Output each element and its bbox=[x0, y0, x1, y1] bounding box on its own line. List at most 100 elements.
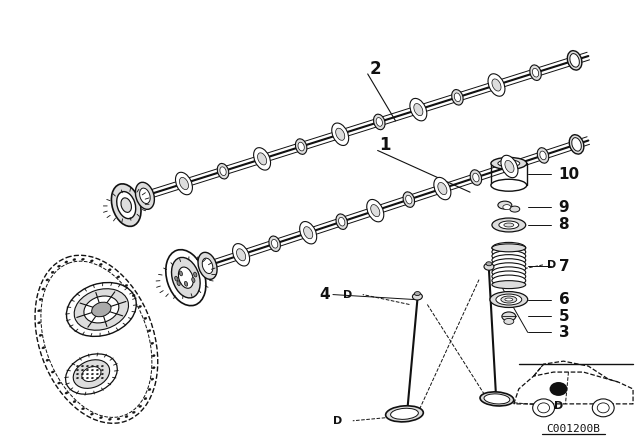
Ellipse shape bbox=[492, 242, 525, 253]
Ellipse shape bbox=[434, 177, 451, 200]
Text: D: D bbox=[547, 260, 556, 270]
Ellipse shape bbox=[90, 413, 93, 415]
Ellipse shape bbox=[92, 302, 111, 317]
Ellipse shape bbox=[132, 411, 135, 414]
Ellipse shape bbox=[492, 79, 501, 91]
Ellipse shape bbox=[503, 205, 511, 210]
Ellipse shape bbox=[271, 239, 278, 248]
Ellipse shape bbox=[111, 184, 141, 226]
Ellipse shape bbox=[74, 289, 129, 330]
Ellipse shape bbox=[139, 306, 141, 308]
Ellipse shape bbox=[58, 382, 61, 384]
Ellipse shape bbox=[81, 258, 84, 260]
Ellipse shape bbox=[532, 69, 539, 77]
Ellipse shape bbox=[504, 319, 514, 324]
Ellipse shape bbox=[269, 236, 280, 251]
Ellipse shape bbox=[144, 317, 147, 319]
Ellipse shape bbox=[339, 217, 345, 226]
Ellipse shape bbox=[374, 114, 385, 130]
Ellipse shape bbox=[490, 292, 528, 307]
Ellipse shape bbox=[532, 399, 554, 417]
Ellipse shape bbox=[148, 388, 151, 391]
Ellipse shape bbox=[502, 312, 516, 321]
Ellipse shape bbox=[597, 403, 609, 413]
Ellipse shape bbox=[108, 418, 111, 420]
Ellipse shape bbox=[73, 258, 76, 261]
Ellipse shape bbox=[480, 392, 514, 406]
Ellipse shape bbox=[177, 281, 180, 285]
Ellipse shape bbox=[198, 252, 217, 280]
Ellipse shape bbox=[498, 201, 512, 209]
Ellipse shape bbox=[117, 276, 120, 278]
Ellipse shape bbox=[152, 355, 155, 357]
Ellipse shape bbox=[237, 249, 246, 261]
Ellipse shape bbox=[232, 244, 250, 266]
Ellipse shape bbox=[92, 377, 93, 379]
Ellipse shape bbox=[390, 408, 419, 419]
Ellipse shape bbox=[97, 377, 99, 379]
Ellipse shape bbox=[77, 365, 79, 367]
Ellipse shape bbox=[492, 246, 525, 258]
Ellipse shape bbox=[192, 278, 195, 282]
Text: 2: 2 bbox=[370, 60, 381, 78]
Ellipse shape bbox=[253, 148, 271, 170]
Ellipse shape bbox=[492, 244, 525, 252]
Ellipse shape bbox=[82, 408, 84, 410]
Ellipse shape bbox=[132, 294, 135, 297]
Ellipse shape bbox=[140, 188, 150, 203]
Ellipse shape bbox=[77, 373, 79, 375]
Ellipse shape bbox=[371, 205, 380, 217]
Ellipse shape bbox=[414, 103, 423, 116]
Ellipse shape bbox=[81, 377, 83, 379]
Ellipse shape bbox=[332, 123, 349, 146]
Ellipse shape bbox=[592, 399, 614, 417]
Ellipse shape bbox=[486, 262, 492, 266]
Ellipse shape bbox=[492, 275, 525, 286]
Ellipse shape bbox=[148, 330, 151, 332]
Ellipse shape bbox=[488, 74, 505, 96]
Text: D: D bbox=[333, 416, 342, 426]
Ellipse shape bbox=[540, 151, 546, 160]
Ellipse shape bbox=[42, 347, 45, 349]
Ellipse shape bbox=[499, 221, 519, 229]
Ellipse shape bbox=[530, 65, 541, 81]
Ellipse shape bbox=[117, 418, 120, 420]
Ellipse shape bbox=[166, 250, 206, 306]
Ellipse shape bbox=[67, 283, 136, 336]
Ellipse shape bbox=[39, 298, 42, 301]
Ellipse shape bbox=[510, 206, 520, 212]
Ellipse shape bbox=[473, 173, 479, 182]
Ellipse shape bbox=[92, 369, 93, 371]
Ellipse shape bbox=[492, 271, 525, 282]
Ellipse shape bbox=[504, 223, 514, 227]
Ellipse shape bbox=[65, 261, 68, 263]
Ellipse shape bbox=[73, 360, 109, 388]
Ellipse shape bbox=[412, 293, 422, 300]
Ellipse shape bbox=[100, 417, 102, 419]
Ellipse shape bbox=[567, 51, 582, 70]
Ellipse shape bbox=[101, 369, 103, 371]
Ellipse shape bbox=[77, 377, 79, 379]
Ellipse shape bbox=[484, 394, 510, 404]
Text: 4: 4 bbox=[319, 287, 330, 302]
Ellipse shape bbox=[569, 135, 584, 154]
Ellipse shape bbox=[108, 269, 111, 271]
Ellipse shape bbox=[220, 167, 226, 176]
Ellipse shape bbox=[484, 263, 494, 270]
Ellipse shape bbox=[81, 369, 83, 371]
Ellipse shape bbox=[492, 263, 525, 274]
Ellipse shape bbox=[550, 382, 568, 396]
Ellipse shape bbox=[194, 272, 197, 277]
Ellipse shape bbox=[38, 322, 40, 324]
Ellipse shape bbox=[172, 258, 200, 298]
Ellipse shape bbox=[386, 406, 423, 422]
Ellipse shape bbox=[298, 142, 304, 151]
Ellipse shape bbox=[101, 377, 103, 379]
Ellipse shape bbox=[492, 254, 525, 266]
Ellipse shape bbox=[97, 369, 99, 371]
Ellipse shape bbox=[179, 271, 182, 276]
Ellipse shape bbox=[175, 276, 178, 281]
Ellipse shape bbox=[496, 294, 522, 305]
Text: C001200B: C001200B bbox=[547, 424, 600, 434]
Ellipse shape bbox=[492, 218, 525, 232]
